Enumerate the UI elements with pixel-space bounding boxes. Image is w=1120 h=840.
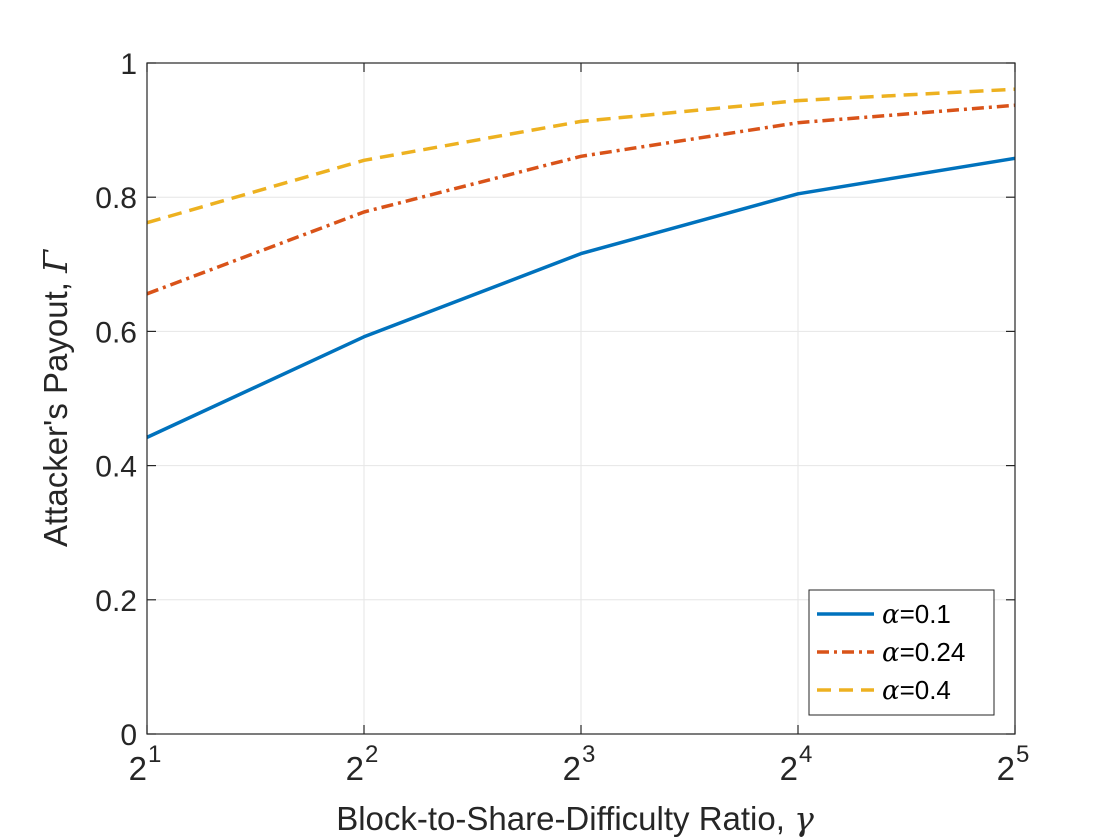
series-group <box>146 87 1016 439</box>
legend-box <box>808 589 995 716</box>
x-tick-base: 2 <box>129 750 147 787</box>
series-line-2 <box>146 103 1016 296</box>
y-tick-label: 0.8 <box>95 182 137 215</box>
y-tick-label: 0.2 <box>95 585 137 618</box>
legend-symbol: α <box>882 676 900 706</box>
y-axis-label: Attacker's Payout, Γ <box>36 249 75 547</box>
legend-value: =0.24 <box>900 637 966 667</box>
x-tick-exponent: 1 <box>148 741 161 768</box>
legend-label: α=0.24 <box>882 637 965 668</box>
y-tick-label: 0 <box>120 719 137 752</box>
grid <box>147 63 1015 734</box>
legend-symbol: α <box>882 600 900 630</box>
legend-entry-2: α=0.24 <box>817 637 965 668</box>
legend-entry-1: α=0.1 <box>817 599 951 630</box>
x-tick-base: 2 <box>346 750 364 787</box>
x-tick-base: 2 <box>997 750 1015 787</box>
x-tick-exponent: 4 <box>799 741 812 768</box>
y-tick-label: 1 <box>120 48 137 81</box>
x-tick-base: 2 <box>563 750 581 787</box>
y-tick-label: 0.6 <box>95 316 137 349</box>
x-tick-base: 2 <box>780 750 798 787</box>
series-line-1 <box>146 156 1016 439</box>
legend-value: =0.1 <box>900 599 951 629</box>
x-axis-label: Block-to-Share-Difficulty Ratio, γ <box>336 799 814 838</box>
x-tick-exponent: 2 <box>365 741 378 768</box>
axis-ticks <box>146 62 1016 735</box>
legend-value: =0.4 <box>900 675 951 705</box>
x-tick-exponent: 5 <box>1016 741 1029 768</box>
legend-label: α=0.4 <box>882 675 951 706</box>
legend-entry-3: α=0.4 <box>817 675 951 706</box>
legend: α=0.1α=0.24α=0.4 <box>808 589 995 716</box>
series-line-3 <box>146 87 1016 225</box>
y-tick-label: 0.4 <box>95 451 137 484</box>
legend-label: α=0.1 <box>882 599 951 630</box>
legend-symbol: α <box>882 638 900 668</box>
x-tick-exponent: 3 <box>582 741 595 768</box>
y-tick-labels: 0 0.2 0.4 0.6 0.8 1 <box>95 48 137 752</box>
